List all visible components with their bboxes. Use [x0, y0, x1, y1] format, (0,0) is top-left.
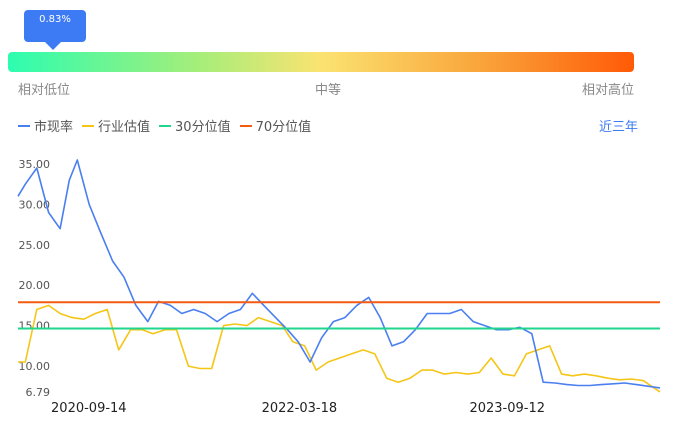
legend-item-pcf[interactable]: 市现率 — [18, 116, 73, 135]
legend-label: 30分位值 — [175, 120, 231, 135]
legend-label: 行业估值 — [98, 120, 151, 135]
mid-position-label: 中等 — [315, 83, 342, 98]
legend-swatch-pcf — [18, 124, 30, 127]
tooltip-pointer — [45, 42, 61, 50]
legend-item-p70[interactable]: 70分位值 — [239, 116, 312, 135]
legend-label: 70分位值 — [255, 120, 312, 135]
industry-line — [18, 304, 661, 393]
x-tick-label: 2020-09-14 — [51, 401, 127, 416]
valuation-chart: 35.0030.0025.0020.0015.0010.006.792020-0… — [17, 158, 661, 416]
y-tick-label: 35.00 — [19, 158, 51, 171]
y-tick-label: 30.00 — [19, 198, 51, 211]
percentile-tooltip: 0.83% — [24, 10, 86, 42]
legend-item-industry[interactable]: 行业估值 — [82, 116, 150, 135]
low-position-label: 相对低位 — [18, 83, 71, 98]
legend-item-p30[interactable]: 30分位值 — [159, 116, 231, 135]
legend-label: 市现率 — [34, 120, 74, 135]
legend-swatch-p70 — [239, 124, 252, 127]
percentile-value: 0.83% — [39, 14, 71, 25]
period-selector[interactable]: 近三年 — [599, 120, 639, 135]
y-tick-label: 6.79 — [26, 386, 51, 399]
x-tick-label: 2022-03-18 — [262, 401, 338, 416]
x-tick-label: 2023-09-12 — [469, 401, 545, 416]
chart-legend: 市现率 行业估值 30分位值 70分位值 — [18, 116, 320, 135]
y-tick-label: 10.00 — [19, 360, 51, 373]
high-position-label: 相对高位 — [582, 83, 635, 98]
legend-swatch-industry — [82, 124, 95, 127]
pcf-line — [17, 159, 661, 389]
y-tick-label: 25.00 — [19, 239, 51, 252]
valuation-gradient-bar — [8, 52, 634, 72]
y-tick-label: 20.00 — [19, 279, 51, 292]
legend-swatch-p30 — [159, 124, 172, 127]
